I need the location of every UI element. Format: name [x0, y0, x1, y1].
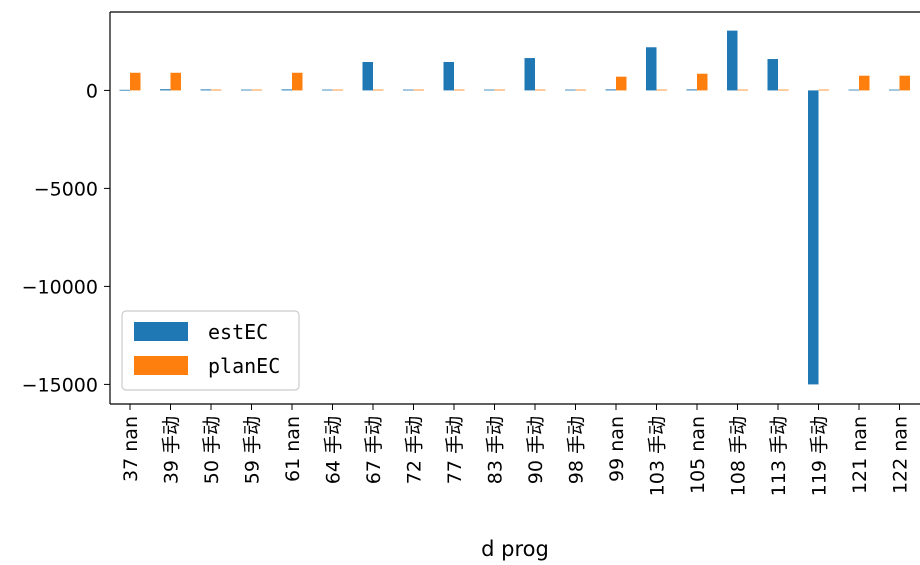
- bar-estEC-16: [767, 59, 778, 91]
- bar-estEC-2: [200, 89, 211, 91]
- y-tick-label: −10000: [22, 276, 98, 298]
- x-tick-label: 72 手动: [404, 416, 426, 484]
- y-tick-label: 0: [86, 80, 98, 102]
- x-tick-label: 77 手动: [444, 416, 466, 484]
- bar-estEC-12: [605, 89, 616, 91]
- bar-planEC-7: [413, 89, 424, 91]
- bar-estEC-18: [848, 89, 859, 91]
- y-tick-label: −15000: [22, 374, 98, 396]
- bar-planEC-19: [899, 75, 910, 91]
- bar-planEC-14: [697, 73, 708, 91]
- bar-estEC-19: [889, 89, 900, 91]
- x-tick-label: 39 手动: [161, 416, 183, 484]
- bar-estEC-14: [686, 89, 697, 91]
- x-tick-label: 121 nan: [849, 416, 871, 494]
- legend: estEC planEC: [121, 310, 300, 391]
- x-tick-label: 113 手动: [768, 416, 790, 496]
- bars-layer: [119, 30, 910, 385]
- bar-planEC-3: [251, 89, 262, 91]
- x-tick-label: 105 nan: [687, 416, 709, 494]
- x-tick-label: 83 手动: [485, 416, 507, 484]
- x-tick-label: 90 手动: [525, 416, 547, 484]
- x-tick-label: 37 nan: [120, 416, 142, 482]
- legend-label-estEC: estEC: [208, 320, 268, 344]
- legend-swatch-estEC: [134, 322, 188, 341]
- bar-planEC-8: [454, 89, 465, 91]
- bar-estEC-11: [565, 89, 576, 91]
- bar-planEC-10: [535, 89, 546, 91]
- bar-planEC-13: [656, 89, 667, 91]
- bar-estEC-17: [808, 90, 819, 385]
- bar-estEC-9: [484, 89, 495, 91]
- bar-planEC-12: [616, 76, 627, 91]
- bar-planEC-17: [818, 89, 829, 91]
- bar-planEC-0: [130, 72, 141, 91]
- bar-planEC-18: [859, 75, 870, 91]
- bar-estEC-3: [241, 89, 252, 91]
- x-tick-label: 98 手动: [566, 416, 588, 484]
- x-tick-label: 99 nan: [606, 416, 628, 482]
- x-tick-label: 103 手动: [647, 416, 669, 496]
- bar-estEC-6: [362, 61, 373, 91]
- x-tick-label: 59 手动: [242, 416, 264, 484]
- bar-estEC-15: [727, 30, 738, 91]
- bar-planEC-4: [292, 72, 303, 91]
- legend-label-planEC: planEC: [208, 354, 280, 378]
- bar-planEC-15: [737, 89, 748, 91]
- bar-estEC-5: [322, 89, 333, 91]
- bar-planEC-16: [778, 89, 789, 91]
- x-tick-label: 64 手动: [323, 416, 345, 484]
- bar-planEC-5: [332, 89, 343, 91]
- x-tick-label: 50 手动: [201, 416, 223, 484]
- bar-estEC-10: [524, 58, 535, 91]
- legend-swatch-planEC: [134, 356, 188, 375]
- bar-estEC-8: [443, 61, 454, 91]
- bar-planEC-11: [575, 89, 586, 91]
- x-tick-label: 108 手动: [728, 416, 750, 496]
- bar-estEC-1: [160, 89, 171, 91]
- bar-estEC-0: [119, 89, 130, 91]
- bar-planEC-1: [170, 72, 181, 91]
- x-tick-label: 122 nan: [890, 416, 912, 494]
- bar-estEC-4: [281, 89, 292, 91]
- x-tick-label: 61 nan: [282, 416, 304, 482]
- axes-layer: 0 −5000 −10000 −15000 37 nan 39 手动 50 手动 59 手动 6…: [22, 11, 920, 496]
- y-tick-label: −5000: [34, 178, 98, 200]
- bar-estEC-13: [646, 47, 657, 91]
- x-tick-label: 119 手动: [809, 416, 831, 496]
- bar-planEC-9: [494, 89, 505, 91]
- x-axis-title: d prog: [481, 537, 549, 561]
- bar-planEC-6: [373, 89, 384, 91]
- x-tick-label: 67 手动: [363, 416, 385, 484]
- bar-estEC-7: [403, 89, 414, 91]
- bar-planEC-2: [211, 89, 222, 91]
